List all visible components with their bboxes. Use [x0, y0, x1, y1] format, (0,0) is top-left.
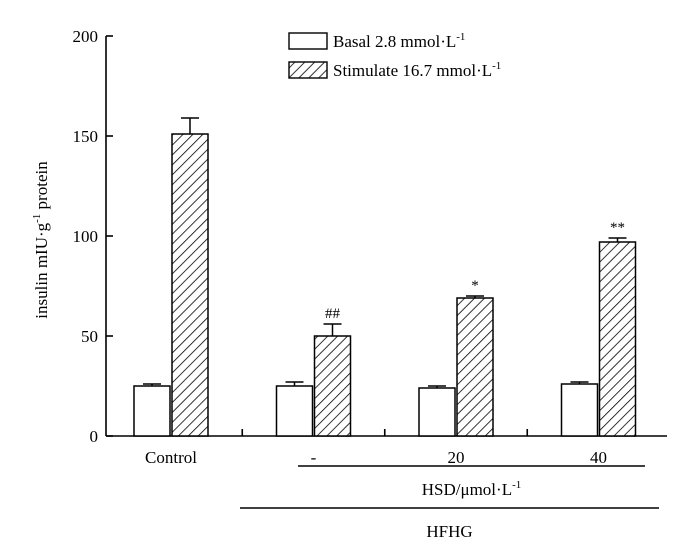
- svg-text:insulin mIU·g-1 protein: insulin mIU·g-1 protein: [31, 161, 51, 319]
- x-category-label: 20: [448, 448, 465, 467]
- legend-label: Basal 2.8 mmol·L-1: [333, 31, 465, 51]
- bar-basal: [418, 387, 456, 437]
- legend-swatch: [288, 61, 328, 79]
- bar-stimulate: [313, 335, 352, 437]
- bar-stimulate: [456, 297, 494, 437]
- legend-swatch: [288, 32, 328, 50]
- y-tick-label: 0: [90, 427, 99, 446]
- bar-stimulate: [598, 241, 637, 437]
- y-axis-label: insulin mIU·g-1 protein: [31, 161, 51, 319]
- bar-stimulate: [171, 133, 209, 437]
- y-axis-label-superscript: -1: [31, 214, 43, 223]
- y-axis-label-main: insulin mIU·g: [32, 222, 51, 318]
- significance-marker: **: [610, 220, 625, 236]
- bar-basal: [133, 385, 171, 437]
- group-label: HSD/μmol·L-1: [422, 479, 522, 499]
- x-category-label: Control: [145, 448, 197, 467]
- y-tick-label: 100: [73, 227, 99, 246]
- group-label: HFHG: [426, 522, 472, 541]
- y-axis-label-unit: protein: [32, 161, 51, 214]
- bar-basal: [560, 383, 599, 437]
- y-tick-label: 50: [81, 327, 98, 346]
- legend-label: Stimulate 16.7 mmol·L-1: [333, 60, 501, 80]
- x-category-label: -: [311, 448, 317, 467]
- significance-marker: *: [471, 278, 479, 294]
- group-labels: HSD/μmol·L-1 HFHG: [240, 465, 659, 541]
- plot-area: 0 50 100 150 200 Control ## - * 20 ** 40: [73, 27, 667, 467]
- bar-basal: [275, 385, 314, 437]
- y-tick-label: 150: [73, 127, 99, 146]
- y-tick-label: 200: [73, 27, 99, 46]
- x-category-label: 40: [590, 448, 607, 467]
- legend: Basal 2.8 mmol·L-1 Stimulate 16.7 mmol·L-…: [288, 31, 501, 80]
- significance-marker: ##: [325, 306, 341, 322]
